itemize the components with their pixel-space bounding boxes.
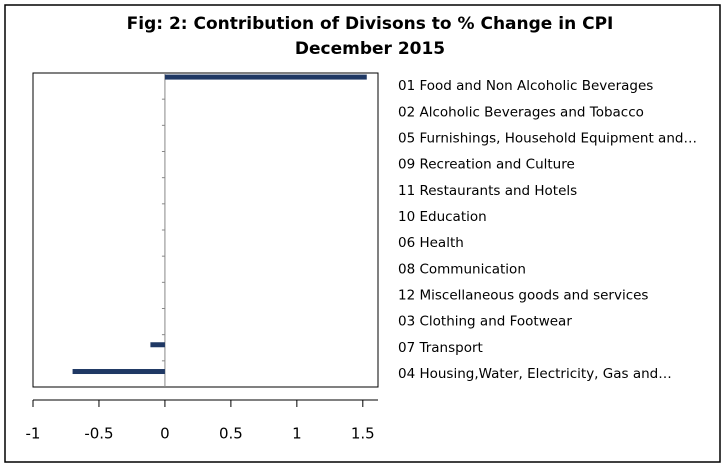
category-label: 03 Clothing and Footwear <box>398 314 572 330</box>
category-label: 12 Miscellaneous goods and services <box>398 287 648 303</box>
x-tick-label: -1 <box>26 425 41 443</box>
x-tick-label: 1 <box>292 425 302 443</box>
x-tick-label: 1.5 <box>351 425 375 443</box>
category-label: 11 Restaurants and Hotels <box>398 183 577 199</box>
x-tick-label: 0 <box>160 425 170 443</box>
chart-subtitle: December 2015 <box>295 39 445 59</box>
category-label: 10 Education <box>398 209 487 225</box>
category-label: 05 Furnishings, Household Equipment and… <box>398 130 697 146</box>
chart-title: Fig: 2: Contribution of Divisons to % Ch… <box>127 14 614 34</box>
chart-border <box>4 4 721 463</box>
category-label: 01 Food and Non Alcoholic Beverages <box>398 78 653 94</box>
category-label: 02 Alcoholic Beverages and Tobacco <box>398 104 644 120</box>
bar <box>164 74 367 80</box>
category-label: 07 Transport <box>398 340 483 356</box>
x-tick-label: -0.5 <box>84 425 113 443</box>
category-label: 04 Housing,Water, Electricity, Gas and… <box>398 366 672 382</box>
x-tick-label: 0.5 <box>219 425 243 443</box>
category-label: 09 Recreation and Culture <box>398 157 575 173</box>
plot-border <box>32 72 379 388</box>
category-label: 06 Health <box>398 235 464 251</box>
bar <box>150 342 165 348</box>
bar <box>72 369 165 375</box>
category-label: 08 Communication <box>398 261 526 277</box>
